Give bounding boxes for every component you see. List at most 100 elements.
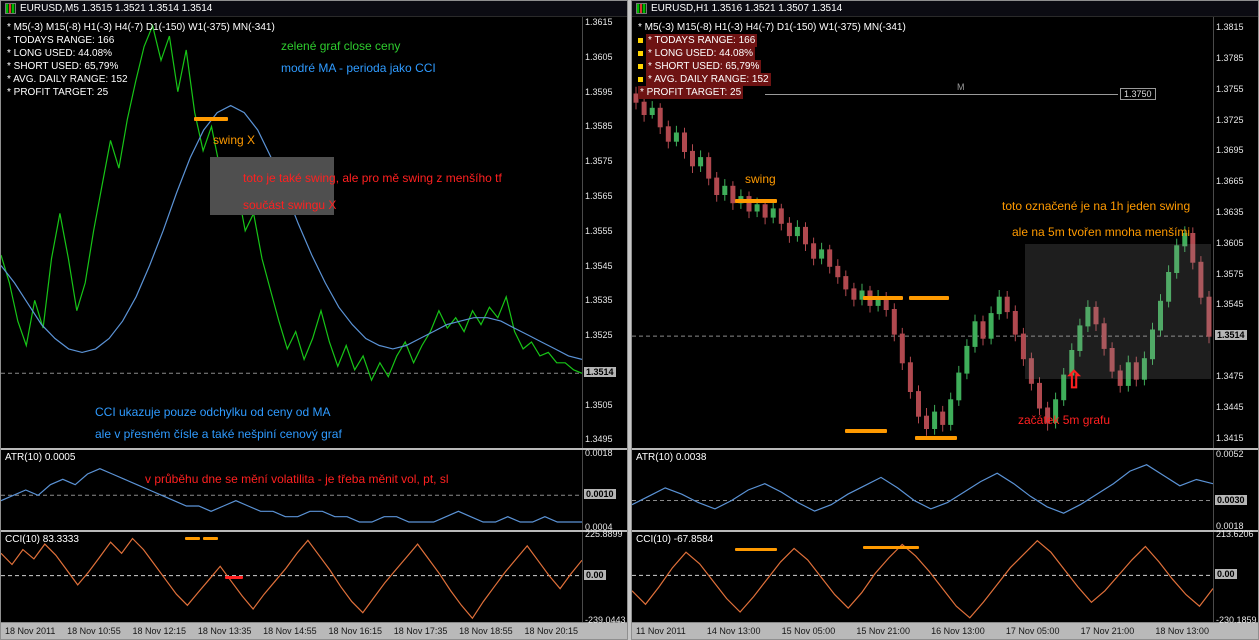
scale-tick: 1.3545 bbox=[1216, 299, 1244, 310]
scale-tick: 213.6206 bbox=[1216, 529, 1254, 540]
ATR(10) M5 bbox=[1, 468, 582, 523]
scale-tick: 1.3585 bbox=[585, 121, 613, 132]
chart-window-eurusd-h1[interactable]: EURUSD,H1 1.3516 1.3521 1.3507 1.3514 sw… bbox=[631, 0, 1259, 640]
info-line: * PROFIT TARGET: 25 bbox=[7, 87, 109, 98]
titlebar-m5[interactable]: EURUSD,M5 1.3515 1.3521 1.3514 1.3514 bbox=[1, 1, 627, 17]
cci-scale-m5[interactable]: 225.8899 -239.0443 0.00 bbox=[582, 528, 627, 625]
info-line: * PROFIT TARGET: 25 bbox=[638, 86, 744, 99]
scale-tick: 1.3445 bbox=[1216, 401, 1244, 412]
scale-tick: 1.3505 bbox=[585, 399, 613, 410]
scale-tick: 1.3415 bbox=[1216, 432, 1244, 443]
price-scale-h1[interactable]: 1.3815 1.3785 1.3755 1.3725 1.3695 1.3665 1.36… bbox=[1213, 17, 1258, 448]
swing-marker bbox=[194, 117, 228, 121]
time-axis-label: 18 Nov 10:55 bbox=[67, 626, 121, 636]
up-arrow-icon: ⇧ bbox=[1064, 367, 1085, 394]
info-line: * TODAYS RANGE: 166 bbox=[646, 34, 758, 47]
time-axis-m5[interactable]: 18 Nov 2011 18 Nov 10:55 18 Nov 12:15 18 No… bbox=[1, 622, 627, 639]
swing-marker bbox=[225, 576, 243, 579]
chart-title-h1: EURUSD,H1 1.3516 1.3521 1.3507 1.3514 bbox=[651, 3, 843, 14]
panel-separator[interactable] bbox=[1, 530, 627, 532]
cci-scale-h1[interactable]: 213.6206 -230.1859 0.00 bbox=[1213, 529, 1258, 625]
EURUSD H1 bbox=[632, 86, 1213, 436]
annotation-note: toto označené je na 1h jeden swing bbox=[1002, 199, 1191, 213]
level-label: 0.00 bbox=[1215, 569, 1237, 580]
scale-tick: 1.3665 bbox=[1216, 176, 1244, 187]
scale-tick: 0.0018 bbox=[585, 447, 613, 458]
scale-tick: 1.3785 bbox=[1216, 53, 1244, 64]
scale-tick: 1.3495 bbox=[585, 434, 613, 445]
swing-marker bbox=[845, 429, 887, 433]
scale-tick: 1.3615 bbox=[585, 17, 613, 28]
cci-panel-h1[interactable]: CCI(10) -67.8584 bbox=[632, 532, 1213, 622]
time-axis-label: 18 Nov 13:35 bbox=[197, 626, 252, 636]
chart-title-m5: EURUSD,M5 1.3515 1.3521 1.3514 1.3514 bbox=[20, 3, 213, 14]
atr-scale-h1[interactable]: 0.0052 0.0018 0.0030 bbox=[1213, 449, 1258, 531]
scale-tick: 225.8899 bbox=[585, 528, 623, 539]
price-chart-h1[interactable]: swing toto označené je na 1h jeden swing a… bbox=[632, 17, 1213, 448]
info-line: * SHORT USED: 65,79% bbox=[646, 60, 762, 73]
swing-marker bbox=[909, 296, 949, 300]
chart-window-icon bbox=[5, 3, 16, 14]
panel-separator[interactable] bbox=[632, 530, 1258, 532]
time-axis-label: 18 Nov 17:35 bbox=[393, 626, 448, 636]
scale-tick: 1.3635 bbox=[1216, 206, 1244, 217]
alert-marker-icon bbox=[638, 50, 643, 56]
indicator-label: CCI(10) -67.8584 bbox=[636, 534, 714, 545]
scale-tick: 0.0052 bbox=[1216, 449, 1244, 460]
cci-panel-m5[interactable]: CCI(10) 83.3333 bbox=[1, 532, 582, 622]
info-line: * M5(-3) M15(-8) H1(-3) H4(-7) D1(-150) … bbox=[7, 22, 275, 33]
time-axis-label: 11 Nov 2011 bbox=[636, 626, 686, 636]
swing-marker bbox=[203, 537, 218, 540]
scale-tick: 1.3605 bbox=[1216, 237, 1244, 248]
price-level-line[interactable] bbox=[765, 94, 1118, 95]
time-axis-label: 18 Nov 14:55 bbox=[263, 626, 317, 636]
info-line: * AVG. DAILY RANGE: 152 bbox=[7, 74, 128, 85]
scale-tick: 1.3535 bbox=[585, 295, 613, 306]
indicator-info-block: * M5(-3) M15(-8) H1(-3) H4(-7) D1(-150) … bbox=[7, 21, 275, 99]
level-label: 0.00 bbox=[584, 569, 606, 580]
time-axis-label: 18 Nov 16:15 bbox=[328, 626, 383, 636]
scale-tick: 1.3545 bbox=[585, 260, 613, 271]
annotation-note: modré MA - perioda jako CCI bbox=[281, 61, 436, 75]
price-chart-m5[interactable]: zelené graf close ceny modré MA - perioda… bbox=[1, 17, 582, 448]
time-axis-label: 16 Nov 13:00 bbox=[931, 626, 985, 636]
time-axis-label: 17 Nov 21:00 bbox=[1080, 626, 1135, 636]
panel-separator[interactable] bbox=[1, 448, 627, 450]
scale-tick: 1.3695 bbox=[1216, 145, 1244, 156]
scale-tick: 1.3575 bbox=[585, 156, 613, 167]
scale-tick: 1.3815 bbox=[1216, 22, 1244, 33]
annotation-note: součást swingu X bbox=[243, 198, 337, 212]
time-axis-label: 18 Nov 12:15 bbox=[132, 626, 187, 636]
chart-window-eurusd-m5[interactable]: EURUSD,M5 1.3515 1.3521 1.3514 1.3514 ze… bbox=[0, 0, 628, 640]
annotation-note: začátek 5m grafu bbox=[1018, 413, 1111, 427]
atr-panel-h1[interactable]: ATR(10) 0.0038 bbox=[632, 450, 1213, 530]
window-divider bbox=[628, 0, 631, 640]
titlebar-h1[interactable]: EURUSD,H1 1.3516 1.3521 1.3507 1.3514 bbox=[632, 1, 1258, 17]
atr-scale-m5[interactable]: 0.0018 0.0004 0.0010 bbox=[582, 447, 627, 533]
atr-panel-m5[interactable]: v průběhu dne se mění volatilita - je tř… bbox=[1, 450, 582, 530]
scale-tick: 1.3605 bbox=[585, 51, 613, 62]
alert-marker-icon bbox=[638, 76, 643, 82]
info-line: * M5(-3) M15(-8) H1(-3) H4(-7) D1(-150) … bbox=[638, 22, 906, 33]
price-level-label: 1.3750 bbox=[1120, 88, 1156, 100]
current-price-label: 1.3514 bbox=[584, 367, 616, 378]
chart-window-icon bbox=[636, 3, 647, 14]
swing-marker bbox=[735, 548, 777, 551]
indicator-label: ATR(10) 0.0038 bbox=[636, 452, 707, 463]
scale-tick: 0.0004 bbox=[585, 522, 613, 533]
swing-marker bbox=[185, 537, 200, 540]
swing-marker bbox=[863, 546, 919, 549]
current-price-label: 1.3514 bbox=[1215, 330, 1247, 341]
alert-marker-icon bbox=[638, 63, 643, 69]
scale-tick: -230.1859 bbox=[1216, 614, 1257, 625]
time-axis-h1[interactable]: 11 Nov 2011 14 Nov 13:00 15 Nov 05:00 15 No… bbox=[632, 622, 1258, 639]
swing-marker bbox=[735, 199, 777, 203]
level-label: 0.0030 bbox=[1215, 494, 1247, 505]
CCI(10) M5 bbox=[1, 537, 582, 620]
time-axis-label: 15 Nov 05:00 bbox=[781, 626, 836, 636]
panel-separator[interactable] bbox=[632, 448, 1258, 450]
highlight-box bbox=[210, 157, 334, 215]
time-axis-label: 15 Nov 21:00 bbox=[856, 626, 910, 636]
price-scale-m5[interactable]: 1.3615 1.3605 1.3595 1.3585 1.3575 1.3565 1.35… bbox=[582, 17, 627, 448]
